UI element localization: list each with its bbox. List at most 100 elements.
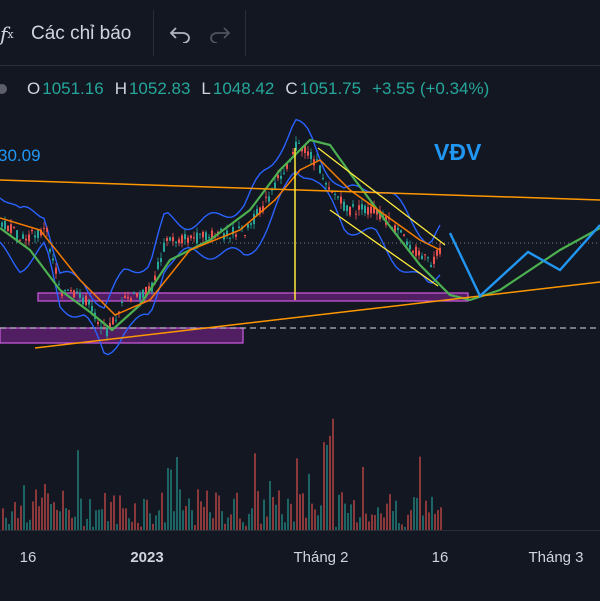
volume-bar	[227, 517, 229, 530]
volume-bar	[371, 514, 373, 530]
candle-body	[358, 205, 360, 210]
volume-bar	[239, 518, 241, 530]
candle-body	[193, 237, 195, 239]
undo-icon[interactable]	[168, 14, 192, 54]
volume-bar	[71, 518, 73, 530]
volume-bar	[101, 509, 103, 530]
volume-bar	[29, 519, 31, 530]
candle-body	[46, 228, 48, 232]
support-zone-lower[interactable]	[0, 327, 244, 344]
candle-body	[421, 255, 423, 260]
support-zones	[0, 292, 469, 344]
volume-bar	[329, 435, 331, 530]
close-key: C	[285, 79, 298, 98]
candle-body	[331, 191, 333, 193]
volume-bar	[173, 511, 175, 530]
candle-body	[418, 250, 420, 256]
volume-bar	[17, 518, 19, 530]
candle-body	[277, 175, 279, 179]
support-zone-upper[interactable]	[37, 292, 469, 302]
time-tick: Tháng 3	[528, 549, 584, 566]
time-tick: 16	[19, 549, 37, 566]
volume-bar	[11, 511, 13, 530]
candle-body	[67, 289, 69, 291]
volume-bar	[305, 517, 307, 530]
volume-bar	[158, 510, 160, 530]
candle-body	[7, 225, 9, 232]
indicators-button[interactable]: Các chỉ báo	[31, 23, 132, 44]
volume-bar	[176, 457, 178, 530]
volume-bar	[233, 498, 235, 530]
volume-bar	[242, 522, 244, 530]
volume-bar	[137, 522, 139, 530]
candle-body	[430, 264, 432, 267]
time-tick-year: 2023	[130, 549, 164, 566]
candle-body	[271, 189, 273, 191]
volume-bar	[428, 512, 430, 530]
support-trendline	[34, 281, 600, 349]
candle-body	[88, 299, 90, 305]
candle-body	[394, 225, 396, 234]
candle-body	[16, 230, 18, 242]
volume-bars	[2, 418, 442, 530]
ohlc-legend: O 1051.16 H 1052.83 L 1048.42 C 1051.75 +3.5…	[0, 79, 500, 99]
candle-body	[61, 293, 63, 297]
candle-body	[76, 291, 78, 293]
volume-bar	[110, 501, 112, 530]
candle-body	[85, 295, 87, 305]
volume-bar	[317, 515, 319, 530]
volume-bar	[50, 504, 52, 530]
candle-body	[115, 319, 117, 321]
volume-bar	[335, 526, 337, 530]
redo-icon[interactable]	[208, 14, 232, 54]
trend-lines[interactable]	[0, 147, 600, 349]
ema-orange-line	[0, 159, 441, 316]
volume-bar	[308, 473, 310, 530]
volume-bar	[320, 505, 322, 530]
symbol-status-dot[interactable]	[0, 84, 7, 94]
volume-bar	[83, 526, 85, 530]
volume-bar	[398, 523, 400, 530]
volume-bar	[272, 496, 274, 530]
volume-bar	[326, 444, 328, 530]
volume-bar	[359, 517, 361, 530]
volume-bar	[260, 523, 262, 530]
candle-body	[247, 224, 249, 228]
candle-body	[259, 207, 261, 213]
candle-body	[196, 232, 198, 244]
volume-bar	[134, 503, 136, 530]
volume-bar	[20, 505, 22, 530]
bollinger-bands	[0, 118, 441, 356]
volume-bar	[314, 509, 316, 530]
volume-bar	[41, 497, 43, 530]
volume-bar	[284, 522, 286, 530]
volume-bar	[287, 498, 289, 530]
volume-bar	[356, 522, 358, 530]
time-axis[interactable]: 16 2023 Tháng 2 16 Tháng 3	[0, 530, 600, 601]
candle-body	[265, 196, 267, 198]
bollinger-lower	[0, 170, 441, 356]
volume-bar	[257, 491, 259, 530]
volume-bar	[23, 485, 25, 530]
volume-bar	[206, 490, 208, 530]
candle-body	[34, 235, 36, 238]
candle-body	[262, 206, 264, 212]
volume-bar	[89, 498, 91, 530]
volume-bar	[179, 489, 181, 530]
volume-bar	[218, 495, 220, 530]
candle-body	[145, 286, 147, 296]
candle-body	[178, 239, 180, 243]
candle-body	[403, 234, 405, 236]
volume-bar	[116, 523, 118, 530]
candle-body	[70, 290, 72, 292]
candle-body	[436, 250, 438, 256]
volume-bar	[419, 456, 421, 530]
resistance-trendline	[0, 179, 600, 201]
price-chart[interactable]	[0, 100, 600, 530]
volume-bar	[395, 500, 397, 530]
candle-body	[322, 178, 324, 180]
wave-projection[interactable]	[448, 224, 600, 298]
volume-bar	[8, 524, 10, 530]
